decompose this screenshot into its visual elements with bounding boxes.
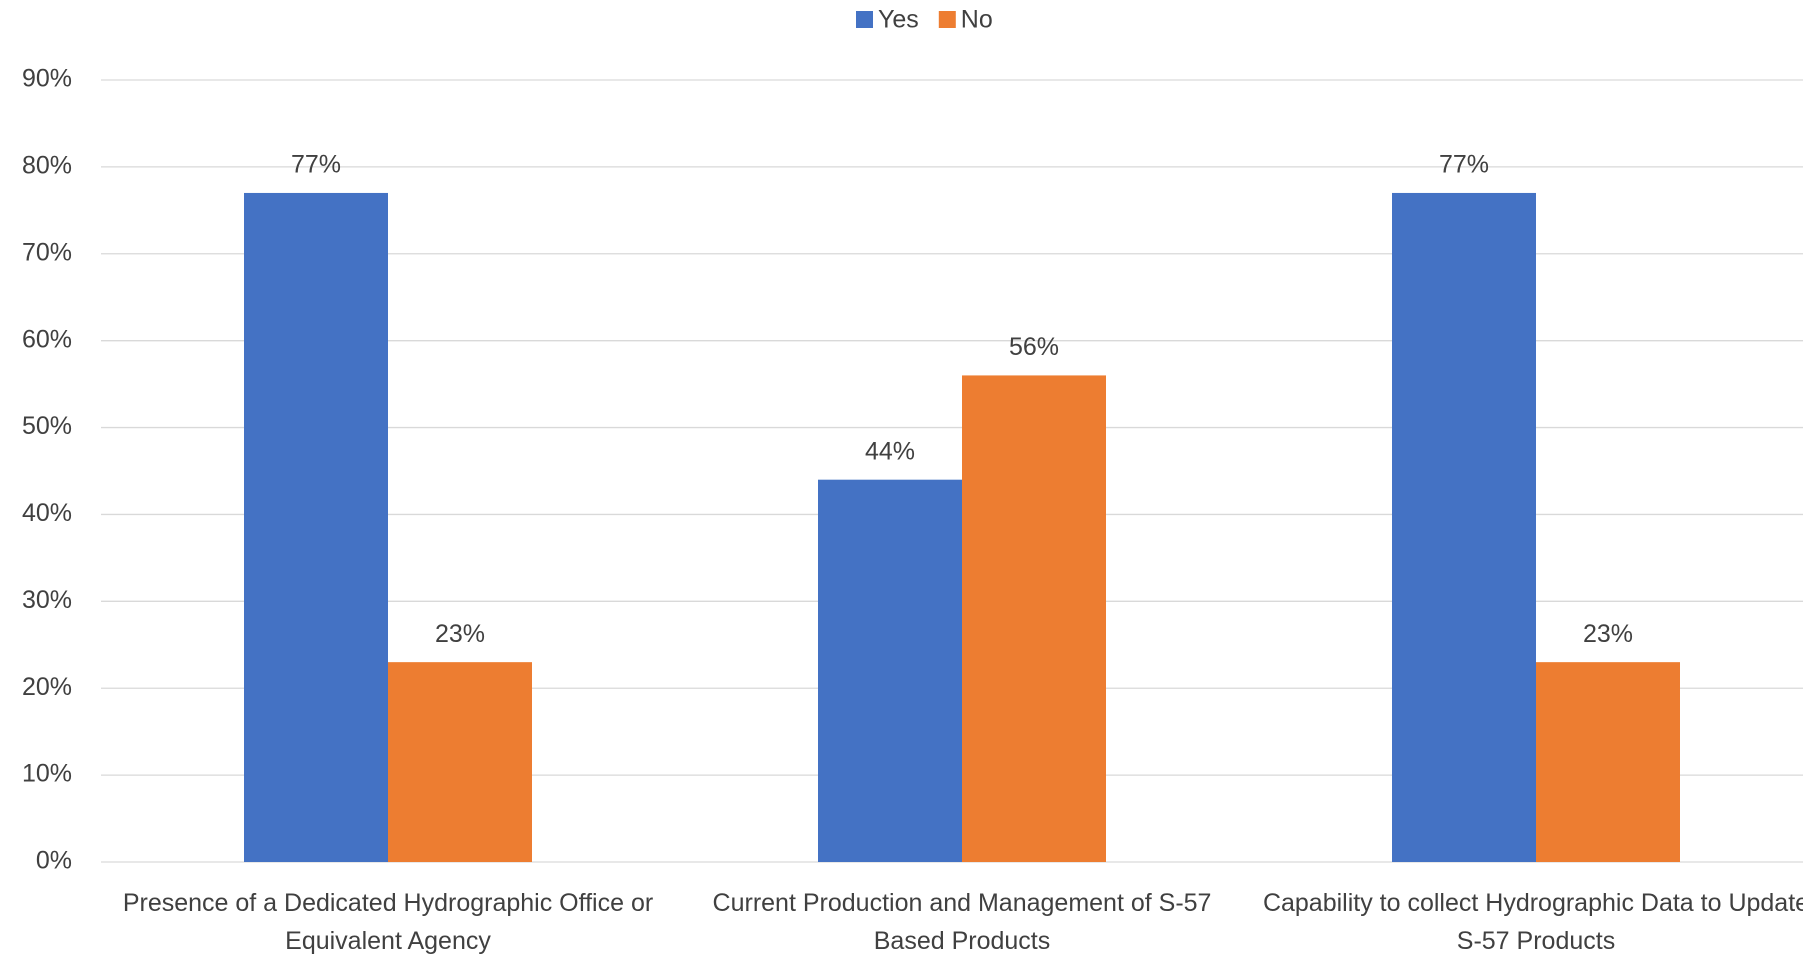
y-tick-label: 40%: [22, 499, 72, 527]
y-tick-label: 90%: [22, 65, 72, 93]
y-tick-label: 50%: [22, 412, 72, 440]
bar: [962, 375, 1106, 862]
data-label: 23%: [435, 620, 485, 648]
bar: [388, 662, 532, 862]
data-label: 44%: [865, 437, 915, 465]
data-label: 77%: [1439, 151, 1489, 179]
legend-swatch: [856, 11, 873, 28]
data-label: 23%: [1583, 620, 1633, 648]
bar: [244, 192, 388, 862]
data-label: 56%: [1009, 333, 1059, 361]
bar: [818, 479, 962, 862]
legend-label: No: [961, 6, 993, 34]
data-label: 77%: [291, 151, 341, 179]
y-tick-label: 30%: [22, 586, 72, 614]
x-tick-label: Presence of a Dedicated Hydrographic Off…: [122, 889, 654, 955]
y-tick-label: 80%: [22, 151, 72, 179]
legend-label: Yes: [878, 6, 919, 34]
x-tick-label: Current Production and Management of S-5…: [712, 889, 1212, 955]
legend-swatch: [938, 11, 956, 28]
y-tick-label: 0%: [36, 847, 72, 875]
y-tick-label: 70%: [22, 238, 72, 266]
y-tick-label: 20%: [22, 673, 72, 701]
x-tick-label: Capability to collect Hydrographic Data …: [1262, 889, 1803, 955]
bar: [1536, 662, 1680, 862]
y-tick-label: 10%: [22, 760, 72, 788]
bar: [1392, 192, 1536, 862]
y-tick-label: 60%: [22, 325, 72, 353]
